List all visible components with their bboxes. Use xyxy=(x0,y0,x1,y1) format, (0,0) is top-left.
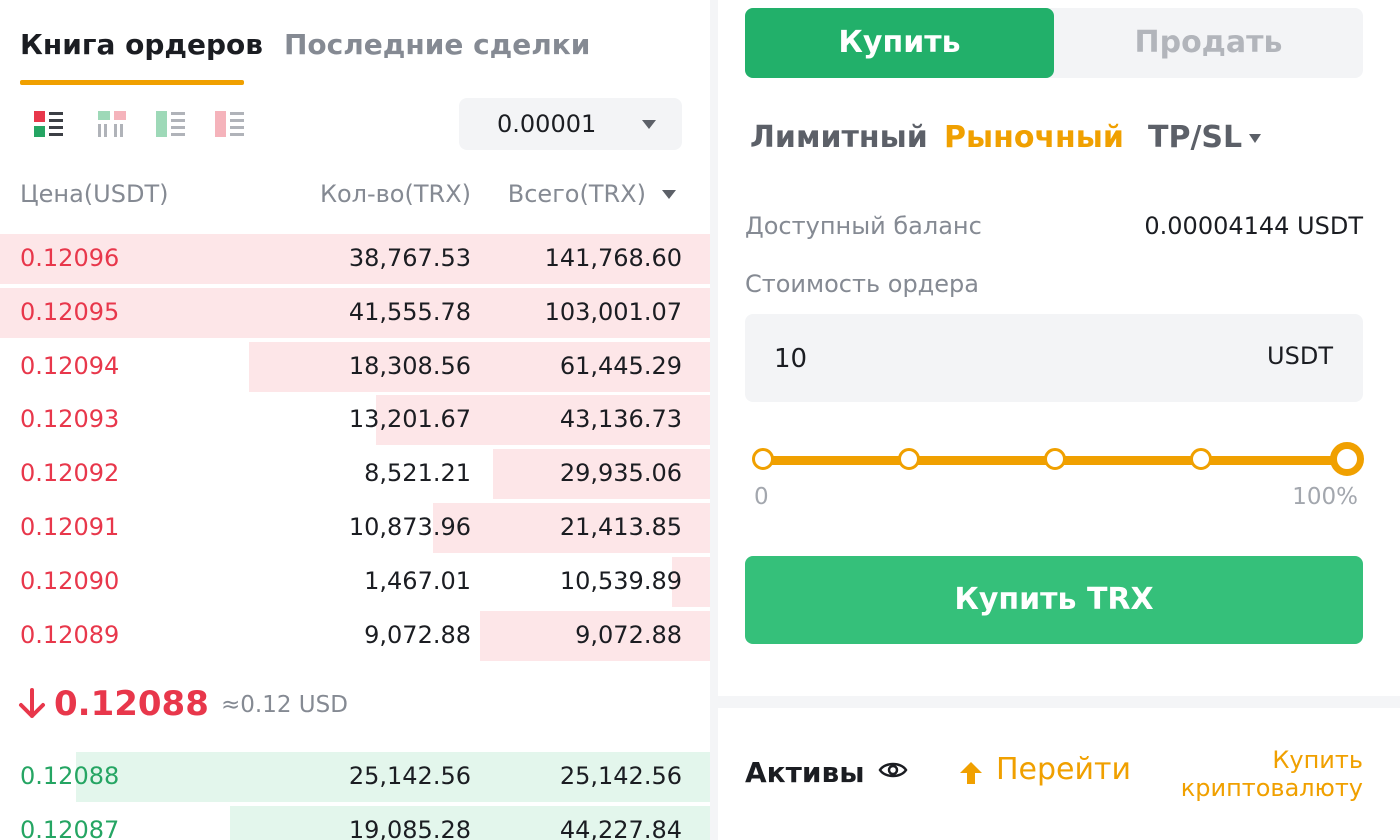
ask-row[interactable]: 0.12091 10,873.96 21,413.85 xyxy=(0,503,710,553)
ask-price: 0.12092 xyxy=(20,459,120,488)
order-value-field[interactable]: USDT xyxy=(745,314,1363,402)
bid-total: 44,227.84 xyxy=(559,816,682,840)
deposit-arrow-icon xyxy=(960,762,982,784)
assets-title: Активы xyxy=(745,756,865,789)
ask-qty: 8,521.21 xyxy=(364,459,471,488)
ask-total: 29,935.06 xyxy=(559,459,682,488)
ask-total: 43,136.73 xyxy=(559,405,682,434)
precision-value: 0.00001 xyxy=(497,110,597,138)
sort-caret-icon[interactable] xyxy=(662,190,676,199)
buy-trx-button[interactable]: Купить TRX xyxy=(745,556,1363,644)
trade-panel: Купить Продать Лимитный Рыночный TP/SL Д… xyxy=(718,0,1400,696)
orderbook-panel: Книга ордеров Последние сделки 0.00001 xyxy=(0,0,710,840)
ask-row[interactable]: 0.12090 1,467.01 10,539.89 xyxy=(0,556,710,607)
ask-total: 10,539.89 xyxy=(559,566,682,595)
ask-row[interactable]: 0.12093 13,201.67 43,136.73 xyxy=(0,395,710,446)
order-type-limit[interactable]: Лимитный xyxy=(750,120,928,155)
last-price: 0.12088 xyxy=(54,684,209,724)
ask-price: 0.12090 xyxy=(20,566,120,595)
bid-depth-bar xyxy=(230,806,710,840)
available-balance-label: Доступный баланс xyxy=(745,212,982,240)
ask-row[interactable]: 0.12094 18,308.56 61,445.29 xyxy=(0,341,710,392)
orderbook-asks-icon[interactable] xyxy=(214,110,246,140)
column-header-price: Цена(USDT) xyxy=(20,180,169,208)
bid-price: 0.12088 xyxy=(20,762,120,790)
ask-depth-bar xyxy=(433,503,710,553)
ask-total: 61,445.29 xyxy=(559,351,682,380)
slider-min-label: 0 xyxy=(754,484,769,510)
ask-qty: 10,873.96 xyxy=(348,513,471,541)
active-tab-indicator xyxy=(20,80,244,85)
slider-step-25[interactable] xyxy=(898,448,920,470)
order-value-unit: USDT xyxy=(1267,342,1333,370)
last-price-usd: ≈0.12 USD xyxy=(221,692,348,718)
order-value-input[interactable] xyxy=(772,336,1196,382)
buy-tab-button[interactable]: Купить xyxy=(745,8,1054,78)
bid-row[interactable]: 0.12088 25,142.56 25,142.56 xyxy=(0,752,710,802)
ask-row[interactable]: 0.12089 9,072.88 9,072.88 xyxy=(0,610,710,661)
ask-depth-bar xyxy=(671,556,710,607)
ask-depth-bar xyxy=(376,395,710,446)
available-balance-value: 0.00004144 USDT xyxy=(1144,212,1363,240)
assets-panel: Активы Перейти Купить криптовалюту xyxy=(718,708,1400,840)
slider-max-label: 100% xyxy=(1292,484,1358,510)
arrow-down-icon xyxy=(19,688,45,718)
bid-total: 25,142.56 xyxy=(559,762,682,790)
goto-link[interactable]: Перейти xyxy=(996,752,1131,787)
bid-row[interactable]: 0.12087 19,085.28 44,227.84 xyxy=(0,806,710,840)
order-value-label: Стоимость ордера xyxy=(745,270,979,298)
ask-row[interactable]: 0.12095 41,555.78 103,001.07 xyxy=(0,287,710,338)
ask-qty: 9,072.88 xyxy=(364,620,471,649)
bid-qty: 19,085.28 xyxy=(348,816,471,840)
ask-qty: 41,555.78 xyxy=(348,297,471,326)
ask-price: 0.12096 xyxy=(20,244,120,272)
bid-qty: 25,142.56 xyxy=(348,762,471,790)
tab-orderbook[interactable]: Книга ордеров xyxy=(20,28,264,61)
ask-total: 103,001.07 xyxy=(544,297,682,326)
eye-icon[interactable] xyxy=(878,758,908,782)
buy-crypto-link[interactable]: Купить криптовалюту xyxy=(1180,746,1363,802)
ask-price: 0.12095 xyxy=(20,297,120,326)
ask-total: 141,768.60 xyxy=(544,244,682,272)
amount-slider[interactable] xyxy=(752,440,1364,484)
ask-qty: 38,767.53 xyxy=(348,244,471,272)
slider-step-75[interactable] xyxy=(1190,448,1212,470)
ask-depth-bar xyxy=(248,341,710,392)
orderbook-columns-icon[interactable] xyxy=(96,110,128,140)
ask-row[interactable]: 0.12096 38,767.53 141,768.60 xyxy=(0,234,710,284)
ask-depth-bar xyxy=(0,234,710,284)
orderbook-bids-icon[interactable] xyxy=(155,110,187,140)
side-toggle: Купить Продать xyxy=(745,8,1363,78)
precision-select[interactable]: 0.00001 xyxy=(459,98,682,150)
orderbook-both-icon[interactable] xyxy=(33,110,65,140)
bid-price: 0.12087 xyxy=(20,816,120,840)
ask-price: 0.12094 xyxy=(20,351,120,380)
ask-price: 0.12089 xyxy=(20,620,120,649)
ask-price: 0.12091 xyxy=(20,513,120,541)
ask-total: 9,072.88 xyxy=(575,620,682,649)
ask-qty: 13,201.67 xyxy=(348,405,471,434)
slider-thumb[interactable] xyxy=(1330,442,1364,476)
chevron-down-icon xyxy=(642,120,656,129)
order-type-market[interactable]: Рыночный xyxy=(944,120,1124,155)
chevron-down-icon[interactable] xyxy=(1249,134,1261,143)
order-type-tpsl[interactable]: TP/SL xyxy=(1148,120,1243,155)
column-header-total[interactable]: Всего(TRX) xyxy=(507,180,646,208)
ask-qty: 18,308.56 xyxy=(348,351,471,380)
ask-total: 21,413.85 xyxy=(559,513,682,541)
ask-qty: 1,467.01 xyxy=(364,566,471,595)
slider-step-50[interactable] xyxy=(1044,448,1066,470)
sell-tab-button[interactable]: Продать xyxy=(1134,25,1283,60)
ask-depth-bar xyxy=(479,610,710,661)
column-header-qty: Кол-во(TRX) xyxy=(319,180,471,208)
ask-price: 0.12093 xyxy=(20,405,120,434)
ask-depth-bar xyxy=(0,287,710,338)
ask-row[interactable]: 0.12092 8,521.21 29,935.06 xyxy=(0,449,710,500)
slider-step-0[interactable] xyxy=(752,448,774,470)
ask-depth-bar xyxy=(493,449,710,500)
bid-depth-bar xyxy=(75,752,710,802)
tab-recent-trades[interactable]: Последние сделки xyxy=(284,28,591,61)
